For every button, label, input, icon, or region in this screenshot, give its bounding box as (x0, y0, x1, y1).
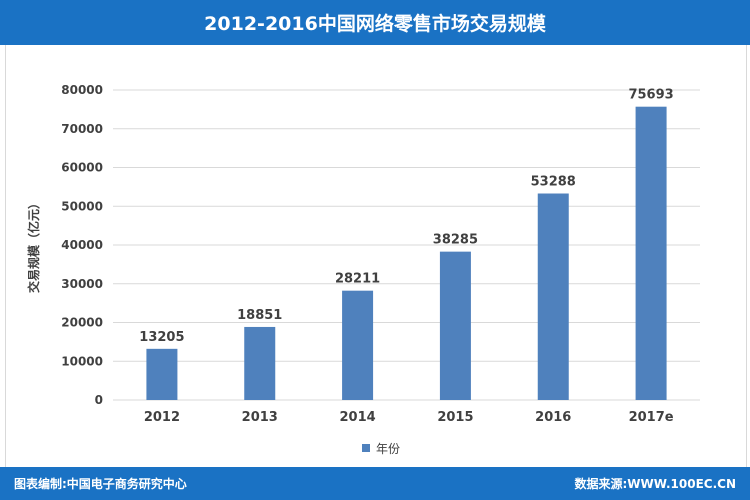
x-tick-label: 2014 (339, 410, 375, 425)
x-tick-label: 2015 (437, 410, 473, 425)
bar-chart: 13205 18851 28211 38285 53288 75693 0 10000 200… (26, 83, 700, 456)
y-tick-label: 10000 (61, 354, 103, 368)
data-label: 38285 (433, 233, 478, 248)
bars (146, 106, 667, 400)
data-label: 28211 (335, 272, 380, 287)
bar-2015 (439, 251, 471, 400)
y-tick-labels: 0 10000 20000 30000 40000 50000 60000 70000 8000… (61, 83, 103, 407)
data-source: 数据来源:WWW.100EC.CN (574, 477, 736, 491)
y-tick-label: 20000 (61, 316, 103, 330)
data-label: 75693 (628, 88, 673, 103)
data-labels: 13205 18851 28211 38285 53288 75693 (139, 88, 673, 345)
x-tick-labels: 2012 2013 2014 2015 2016 2017e (144, 410, 674, 425)
legend: 年份 (362, 442, 400, 456)
x-tick-label: 2016 (535, 410, 571, 425)
gridlines (113, 89, 700, 401)
data-label: 18851 (237, 308, 282, 323)
chart-title: 2012-2016中国网络零售市场交易规模 (204, 13, 546, 35)
x-tick-label: 2012 (144, 410, 180, 425)
legend-label: 年份 (376, 442, 400, 456)
data-label: 13205 (139, 330, 184, 345)
y-tick-label: 40000 (61, 238, 103, 252)
y-tick-label: 0 (95, 393, 103, 407)
x-tick-label: 2017e (629, 410, 674, 425)
y-tick-label: 70000 (61, 122, 103, 136)
bar-2012 (146, 348, 178, 400)
chart-header: 2012-2016中国网络零售市场交易规模 (0, 0, 750, 45)
y-axis-label: 交易规模（亿元） (26, 197, 41, 293)
bar-2016 (537, 193, 569, 400)
y-tick-label: 60000 (61, 161, 103, 175)
chart-frame (5, 45, 747, 467)
y-tick-label: 80000 (61, 83, 103, 97)
bar-2014 (342, 290, 374, 400)
legend-swatch (362, 444, 370, 452)
chart-footer: 图表编制:中国电子商务研究中心 数据来源:WWW.100EC.CN (0, 467, 750, 500)
y-tick-label: 30000 (61, 277, 103, 291)
bar-2013 (244, 326, 276, 400)
y-tick-label: 50000 (61, 199, 103, 213)
data-label: 53288 (531, 175, 576, 190)
x-tick-label: 2013 (242, 410, 278, 425)
source-compiler: 图表编制:中国电子商务研究中心 (14, 477, 187, 491)
bar-2017e (635, 106, 667, 400)
